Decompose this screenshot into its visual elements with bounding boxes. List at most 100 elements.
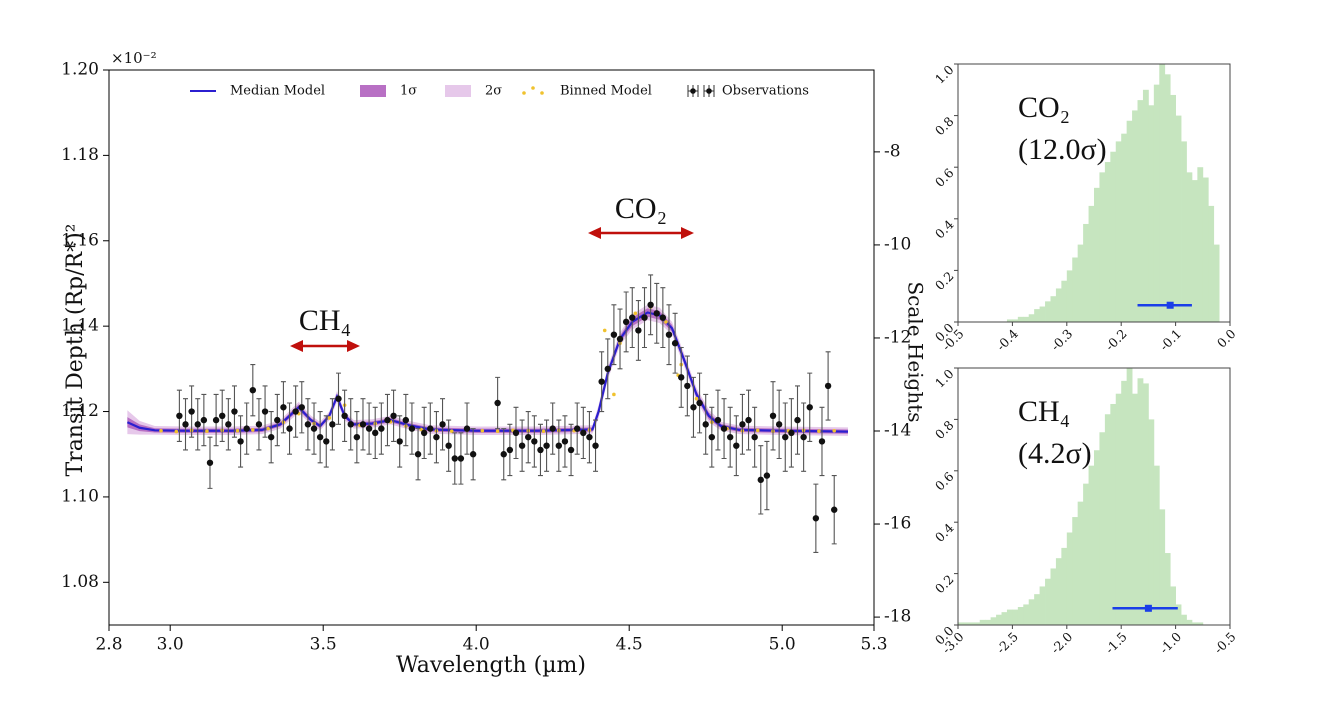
median-marker <box>1166 301 1174 309</box>
histogram-label: CO₂ <box>1018 91 1070 124</box>
observation-point <box>304 421 312 428</box>
legend-swatch <box>706 88 712 94</box>
observation-point <box>390 412 397 420</box>
histogram-bar <box>1088 205 1095 322</box>
x-tick-label: 5.0 <box>769 635 796 655</box>
histogram-bar <box>1001 612 1008 625</box>
histogram-bar <box>1094 450 1100 625</box>
y-tick-label: 1.08 <box>61 572 99 592</box>
observation-point <box>549 425 556 432</box>
histogram-bar <box>1197 622 1204 625</box>
binned-point <box>633 311 638 316</box>
binned-point <box>251 428 255 432</box>
y-tick-label: 0.4 <box>932 217 957 242</box>
binned-point <box>612 392 616 397</box>
observation-point <box>396 438 403 445</box>
observation-point <box>775 421 783 428</box>
x-tick-label: -1.5 <box>1102 629 1130 657</box>
observation-point <box>812 515 820 522</box>
observation-point <box>580 429 587 437</box>
observation-point <box>249 386 257 394</box>
observation-point <box>439 421 446 428</box>
histogram-bar <box>1061 280 1068 322</box>
x-tick-label: -0.5 <box>1211 629 1239 657</box>
histogram-bar <box>1104 414 1111 625</box>
observation-point <box>518 442 526 449</box>
observation-point <box>420 429 428 437</box>
histogram-bar <box>968 622 975 625</box>
histogram-bar <box>958 622 964 625</box>
histogram-bar <box>1137 378 1144 625</box>
histogram-bar <box>1110 403 1117 625</box>
x-tick-label: 2.8 <box>95 635 122 655</box>
histogram-bar <box>1142 89 1149 322</box>
y-tick-label: 1.20 <box>61 60 99 80</box>
histogram-bar <box>1055 558 1062 625</box>
annotation: CO₂ <box>615 192 667 225</box>
histogram-bar <box>1083 223 1089 322</box>
observation-point <box>604 365 611 373</box>
observation-point <box>561 438 569 445</box>
binned-point <box>817 429 821 433</box>
y-tick-label: 0.2 <box>932 572 957 597</box>
x-tick-label: 3.0 <box>157 635 184 655</box>
histogram-bar <box>1126 368 1133 625</box>
observation-point <box>372 429 379 437</box>
observation-point <box>506 446 514 454</box>
histogram-bar <box>1028 314 1035 322</box>
observation-point <box>714 416 722 424</box>
histogram-bar <box>990 617 997 625</box>
x-axis-label: Wavelength (µm) <box>396 653 586 678</box>
observation-point <box>782 433 789 441</box>
y-tick-label: 0.6 <box>932 469 957 494</box>
observation-point <box>463 425 471 432</box>
y2-tick-label: -14 <box>884 421 911 441</box>
observation-point <box>292 408 299 415</box>
histogram-bar <box>1208 205 1215 322</box>
observation-point <box>671 340 679 347</box>
observation-point <box>378 425 385 432</box>
range-arrows <box>290 227 694 352</box>
histogram-bar <box>1050 568 1057 625</box>
x-tick-label: -0.3 <box>1048 326 1076 354</box>
y-tick-label: 0.8 <box>932 114 957 139</box>
histogram-bar <box>1006 319 1013 322</box>
y-tick-label: 1.14 <box>61 316 99 336</box>
histogram-label: (4.2σ) <box>1018 437 1092 470</box>
legend-swatch <box>690 88 696 94</box>
observation-point <box>567 446 575 454</box>
y-tick-label: 1.18 <box>61 145 99 165</box>
histogram-bar <box>963 622 970 625</box>
observation-point <box>592 442 599 449</box>
histogram-bar <box>1175 604 1182 625</box>
observation-point <box>684 382 691 390</box>
binned-point <box>832 428 837 433</box>
observation-point <box>616 335 624 343</box>
median-marker <box>1144 604 1152 612</box>
histogram-bar <box>1191 180 1198 322</box>
legend-swatch <box>445 85 471 97</box>
observation-point <box>806 404 813 411</box>
histogram-bar <box>1066 532 1073 625</box>
y2-axis-label: Scale Heights <box>904 281 928 422</box>
observation-point <box>408 425 416 432</box>
observation-point <box>665 331 673 338</box>
observation-point <box>200 416 208 424</box>
observation-point <box>219 412 226 420</box>
histogram-bar <box>1175 115 1182 322</box>
histogram-bar <box>1186 619 1193 625</box>
observation-point <box>188 408 195 415</box>
histogram-bar <box>985 619 992 625</box>
observation-point <box>451 455 458 462</box>
observation-point <box>831 506 838 513</box>
observation-point <box>182 421 189 428</box>
histogram-label: (12.0σ) <box>1018 133 1107 166</box>
axes-frame <box>957 367 1231 626</box>
y-tick-label: 0.6 <box>932 165 957 190</box>
histogram <box>958 368 1204 625</box>
observation-point <box>702 421 709 428</box>
histogram-bar <box>1050 296 1057 322</box>
y-axis-label: Transit Depth (Rp/R*)² <box>63 224 88 477</box>
histogram <box>1006 64 1220 323</box>
histogram-bar <box>1055 288 1062 322</box>
